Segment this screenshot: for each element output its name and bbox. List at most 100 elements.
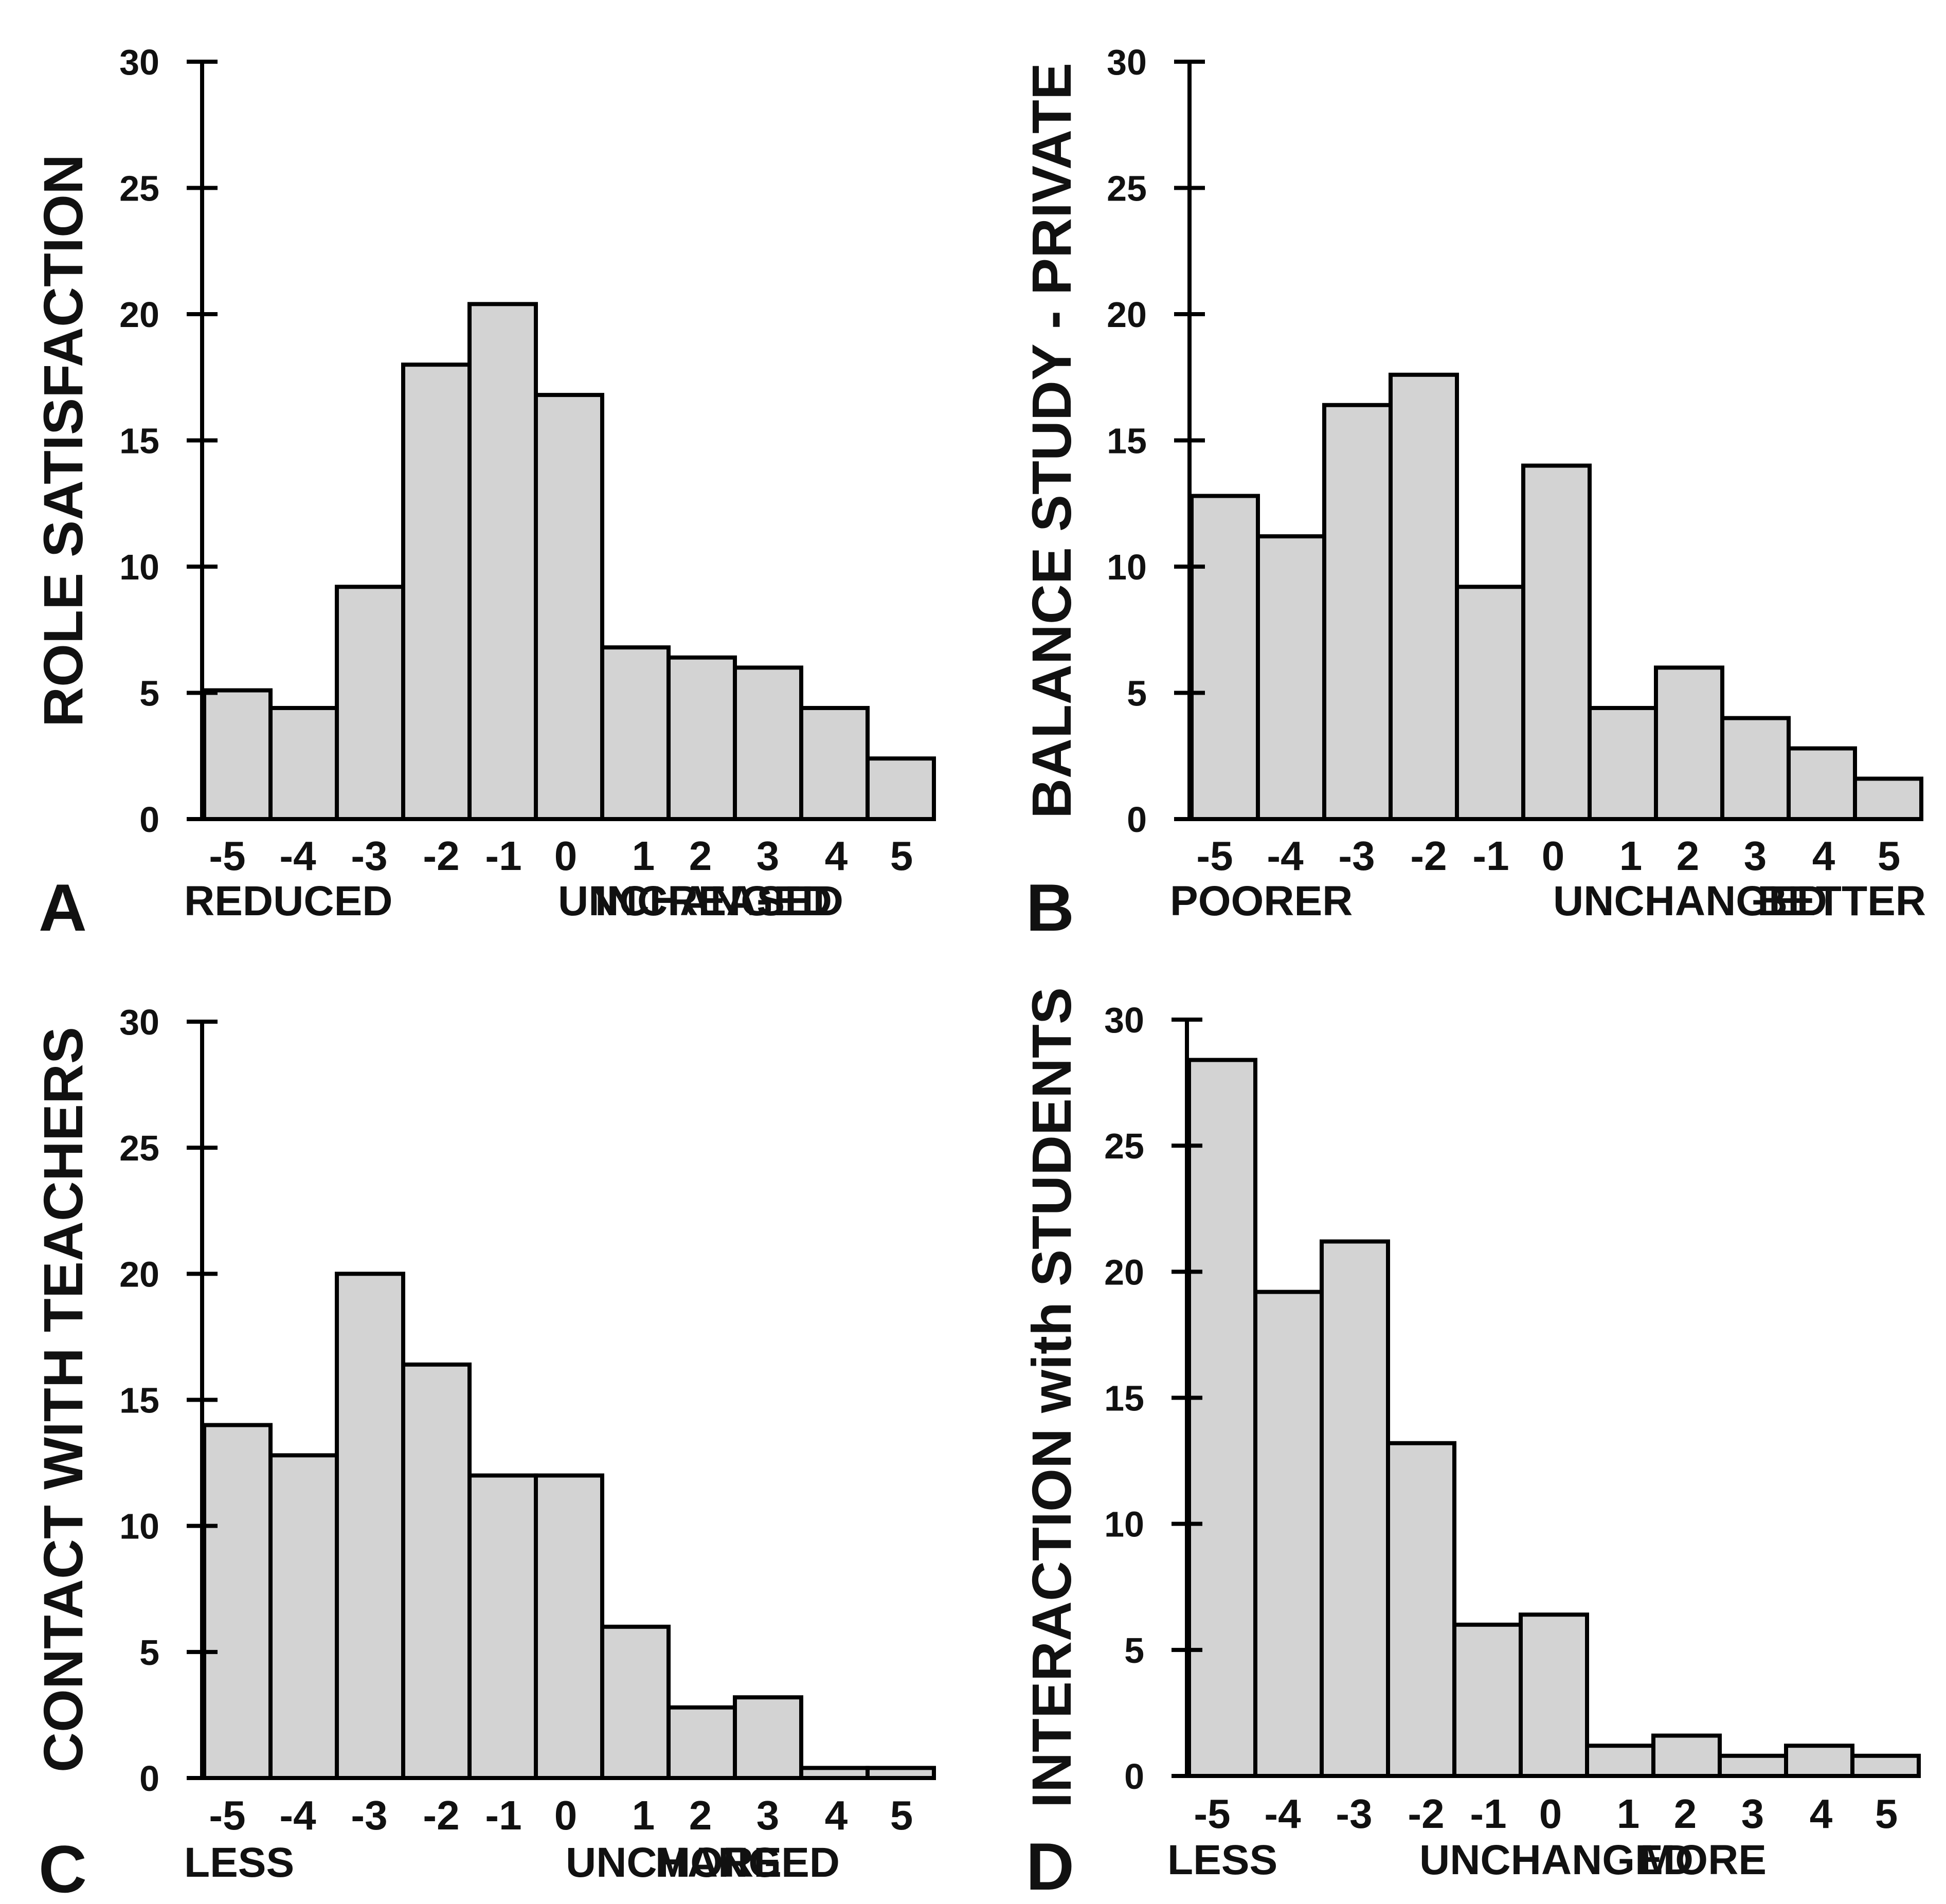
x-tick-label-a--1: -1 (485, 833, 521, 879)
bar-c--1 (467, 1473, 538, 1781)
x-tick-label-c--4: -4 (279, 1792, 316, 1838)
x-tick-label-d-2: 2 (1674, 1791, 1697, 1837)
y-tick-label-c-0: 0 (139, 1758, 159, 1799)
y-tick-label-a-0: 0 (139, 800, 159, 840)
x-tick-label-b--1: -1 (1472, 833, 1509, 879)
bar-d--4 (1253, 1290, 1324, 1779)
x-tick-label-b-5: 5 (1878, 833, 1901, 879)
x-tick-label-a-2: 2 (689, 833, 712, 879)
bar-b-5 (1853, 776, 1923, 821)
bar-a-0 (534, 393, 604, 821)
y-axis-label-d: INTERACTION with STUDENTS (1020, 987, 1083, 1808)
x-tick-label-c--2: -2 (423, 1792, 459, 1838)
bar-d-5 (1850, 1753, 1921, 1779)
scale-label-c-right: MORE (655, 1839, 782, 1886)
x-tick-label-d-0: 0 (1539, 1791, 1562, 1837)
y-tick-label-d-5: 5 (1124, 1630, 1144, 1671)
bar-b-3 (1720, 716, 1791, 821)
bar-b--5 (1190, 494, 1260, 821)
x-tick-label-a--2: -2 (423, 833, 459, 879)
x-tick-label-a-3: 3 (756, 833, 780, 879)
bar-c-0 (534, 1473, 604, 1781)
bar-c--3 (335, 1272, 405, 1780)
y-tick-label-d-10: 10 (1104, 1504, 1144, 1545)
x-tick-label-d--1: -1 (1470, 1791, 1506, 1837)
bar-d--1 (1452, 1622, 1523, 1779)
y-tick-label-d-0: 0 (1124, 1756, 1144, 1797)
scale-label-d-middle: UNCHANGED (1419, 1837, 1693, 1883)
y-axis-label-b: BALANCE STUDY - PRIVATE (1020, 63, 1083, 819)
x-tick-label-d--5: -5 (1194, 1791, 1230, 1837)
scale-label-d-right: MORE (1640, 1837, 1767, 1883)
bar-b-1 (1588, 705, 1658, 821)
panel-letter-c: C (39, 1832, 87, 1904)
x-tick-label-d--2: -2 (1408, 1791, 1444, 1837)
x-tick-label-c-5: 5 (890, 1792, 913, 1838)
y-tick-label-c-10: 10 (119, 1507, 159, 1547)
bar-b-4 (1787, 746, 1857, 822)
y-tick-label-b-0: 0 (1127, 800, 1147, 840)
bar-c-1 (600, 1624, 671, 1781)
bar-b--4 (1256, 534, 1326, 821)
bar-a-3 (733, 665, 803, 822)
x-tick-label-b-2: 2 (1677, 833, 1700, 879)
bar-a-5 (866, 756, 936, 822)
bar-c--5 (202, 1423, 273, 1781)
x-tick-label-b-1: 1 (1619, 833, 1643, 879)
x-tick-label-a--3: -3 (351, 833, 387, 879)
y-tick-label-a-15: 15 (119, 421, 159, 461)
y-tick-label-c-25: 25 (119, 1128, 159, 1168)
bar-c--2 (401, 1362, 472, 1780)
x-tick-label-a-5: 5 (890, 833, 913, 879)
x-tick-label-c-3: 3 (756, 1792, 780, 1838)
x-tick-label-c-1: 1 (632, 1792, 655, 1838)
x-tick-label-c-4: 4 (825, 1792, 848, 1838)
scale-label-d-left: LESS (1167, 1837, 1277, 1883)
y-tick-label-a-30: 30 (119, 42, 159, 82)
y-tick-label-b-15: 15 (1107, 421, 1147, 461)
panel-letter-b: B (1026, 870, 1074, 945)
bar-b--3 (1322, 403, 1393, 821)
bar-a--3 (335, 585, 405, 822)
x-tick-label-c--5: -5 (209, 1792, 245, 1838)
bar-a-1 (600, 645, 671, 821)
x-tick-label-b-0: 0 (1542, 833, 1565, 879)
y-tick-label-a-25: 25 (119, 169, 159, 209)
bar-d--2 (1386, 1441, 1456, 1778)
x-tick-label-c-2: 2 (689, 1792, 712, 1838)
bar-a-4 (799, 705, 870, 821)
bar-a--4 (268, 705, 339, 821)
y-tick-label-d-20: 20 (1104, 1252, 1144, 1292)
bar-d--5 (1187, 1058, 1257, 1778)
bar-b-0 (1521, 463, 1592, 821)
y-tick-label-b-5: 5 (1127, 674, 1147, 714)
bar-a--5 (202, 688, 273, 821)
panel-letter-d: D (1026, 1829, 1074, 1904)
x-tick-label-d-4: 4 (1810, 1791, 1833, 1837)
x-tick-label-b--2: -2 (1410, 833, 1447, 879)
bar-c--4 (268, 1453, 339, 1780)
y-tick-label-b-30: 30 (1107, 42, 1147, 82)
y-axis-label-a: ROLE SATISFACTION (32, 154, 94, 727)
x-tick-label-b--4: -4 (1267, 833, 1304, 879)
y-tick-label-a-5: 5 (139, 674, 159, 714)
bar-d-0 (1519, 1612, 1589, 1779)
scale-label-a-left: REDUCED (184, 878, 392, 924)
scale-label-b-middle: UNCHANGED (1553, 878, 1827, 924)
x-tick-label-d-1: 1 (1617, 1791, 1640, 1837)
scale-label-a-right: INCREASED (595, 878, 843, 924)
y-tick-label-a-20: 20 (119, 295, 159, 335)
x-tick-label-c--1: -1 (485, 1792, 521, 1838)
x-tick-label-d-5: 5 (1875, 1791, 1898, 1837)
bar-c-2 (666, 1705, 737, 1781)
bar-a--2 (401, 362, 472, 821)
scale-label-b-left: POORER (1170, 878, 1353, 924)
x-tick-label-b--3: -3 (1338, 833, 1375, 879)
x-tick-label-d-3: 3 (1741, 1791, 1764, 1837)
y-tick-label-c-20: 20 (119, 1254, 159, 1294)
x-tick-label-c-0: 0 (554, 1792, 578, 1838)
